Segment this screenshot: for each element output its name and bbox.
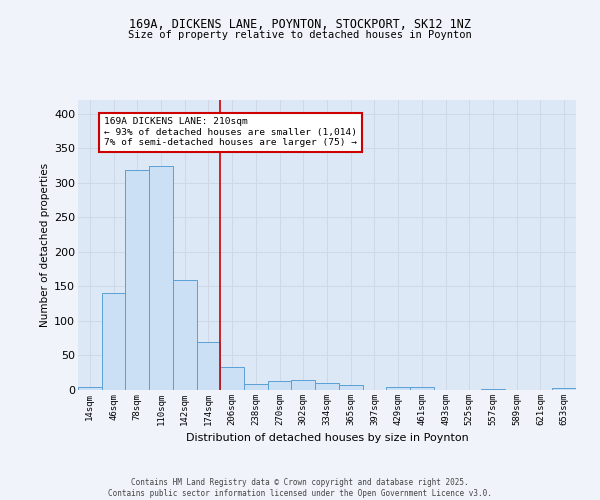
Bar xyxy=(220,367,244,390)
Bar xyxy=(244,384,268,390)
Bar xyxy=(292,380,315,390)
Bar xyxy=(197,342,220,390)
Bar xyxy=(125,170,149,390)
Text: 169A DICKENS LANE: 210sqm
← 93% of detached houses are smaller (1,014)
7% of sem: 169A DICKENS LANE: 210sqm ← 93% of detac… xyxy=(104,118,357,147)
Bar xyxy=(102,294,125,390)
Bar xyxy=(315,383,339,390)
Bar xyxy=(78,387,102,390)
Bar xyxy=(173,280,197,390)
Bar xyxy=(481,388,505,390)
Bar xyxy=(149,166,173,390)
Bar xyxy=(410,387,434,390)
Text: 169A, DICKENS LANE, POYNTON, STOCKPORT, SK12 1NZ: 169A, DICKENS LANE, POYNTON, STOCKPORT, … xyxy=(129,18,471,30)
Text: Contains HM Land Registry data © Crown copyright and database right 2025.
Contai: Contains HM Land Registry data © Crown c… xyxy=(108,478,492,498)
Bar xyxy=(339,385,362,390)
Text: Size of property relative to detached houses in Poynton: Size of property relative to detached ho… xyxy=(128,30,472,40)
Y-axis label: Number of detached properties: Number of detached properties xyxy=(40,163,50,327)
Bar xyxy=(268,381,292,390)
X-axis label: Distribution of detached houses by size in Poynton: Distribution of detached houses by size … xyxy=(185,434,469,444)
Bar xyxy=(386,386,410,390)
Bar xyxy=(552,388,576,390)
